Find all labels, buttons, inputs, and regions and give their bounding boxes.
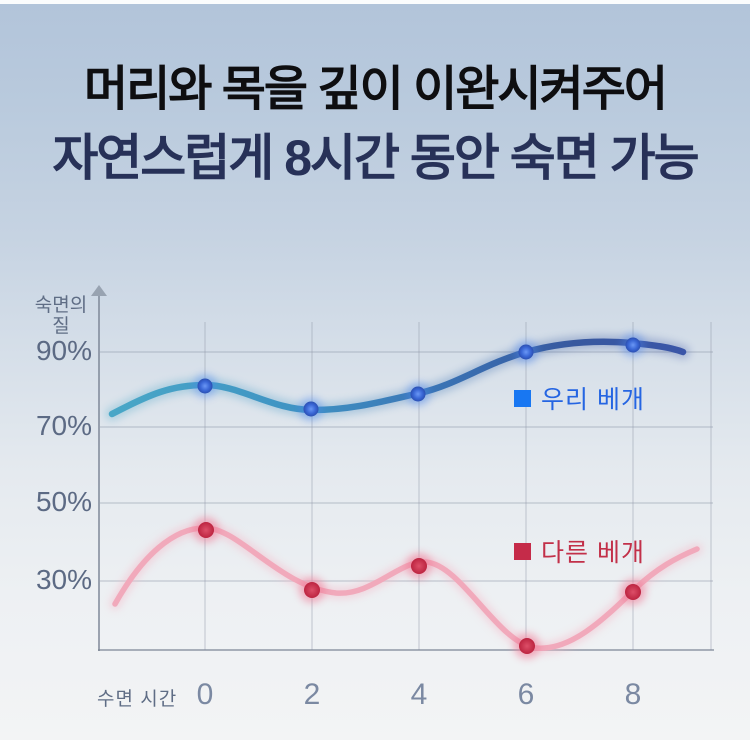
y-axis-title: 숙면의 질 xyxy=(28,295,94,337)
y-axis-arrow-icon xyxy=(91,285,107,296)
gridline-vertical-8 xyxy=(632,322,634,650)
gridline-vertical-6 xyxy=(525,322,527,650)
legend-other-pillow-swatch xyxy=(514,542,531,560)
gridline-vertical-right-edge xyxy=(710,322,712,650)
x-tick-2: 2 xyxy=(303,678,321,711)
y-tick-50: 50% xyxy=(35,486,92,517)
y-tick-90: 90% xyxy=(35,335,92,366)
legend-other-pillow: 다른 베개 xyxy=(514,533,645,569)
y-axis-title-line2: 질 xyxy=(52,316,70,337)
x-tick-6: 6 xyxy=(517,678,535,711)
title-line-1: 머리와 목을 깊이 이완시켜주어 xyxy=(83,63,668,116)
gridline-vertical-4 xyxy=(418,322,420,650)
gridline-vertical-2 xyxy=(311,322,313,650)
gridline-horizontal-70 xyxy=(100,426,713,428)
gridline-horizontal-90 xyxy=(100,351,713,353)
legend-our-pillow: 우리 베개 xyxy=(514,380,645,416)
legend-our-pillow-label: 우리 베개 xyxy=(541,386,645,414)
top-strip xyxy=(0,0,750,4)
legend-our-pillow-swatch xyxy=(514,389,531,407)
legend-other-pillow-label: 다른 베개 xyxy=(541,539,645,567)
x-tick-0: 0 xyxy=(196,678,214,711)
title-line-2: 자연스럽게 8시간 동안 숙면 가능 xyxy=(52,130,699,186)
gridline-vertical-0 xyxy=(204,322,206,650)
x-axis-line xyxy=(98,649,714,651)
y-tick-30: 30% xyxy=(35,564,92,595)
other-pillow-point-6 xyxy=(519,638,535,654)
page-title: 머리와 목을 깊이 이완시켜주어 자연스럽게 8시간 동안 숙면 가능 xyxy=(0,56,750,192)
x-tick-8: 8 xyxy=(624,678,642,711)
other-pillow-point-0 xyxy=(198,522,214,538)
gridline-horizontal-30 xyxy=(100,580,713,582)
y-axis-line xyxy=(98,296,100,651)
y-tick-70: 70% xyxy=(35,410,92,441)
x-tick-4: 4 xyxy=(410,678,428,711)
x-axis-title: 수면 시간 xyxy=(97,689,178,710)
gridline-horizontal-50 xyxy=(100,502,713,504)
y-axis-title-line1: 숙면의 xyxy=(34,295,88,316)
